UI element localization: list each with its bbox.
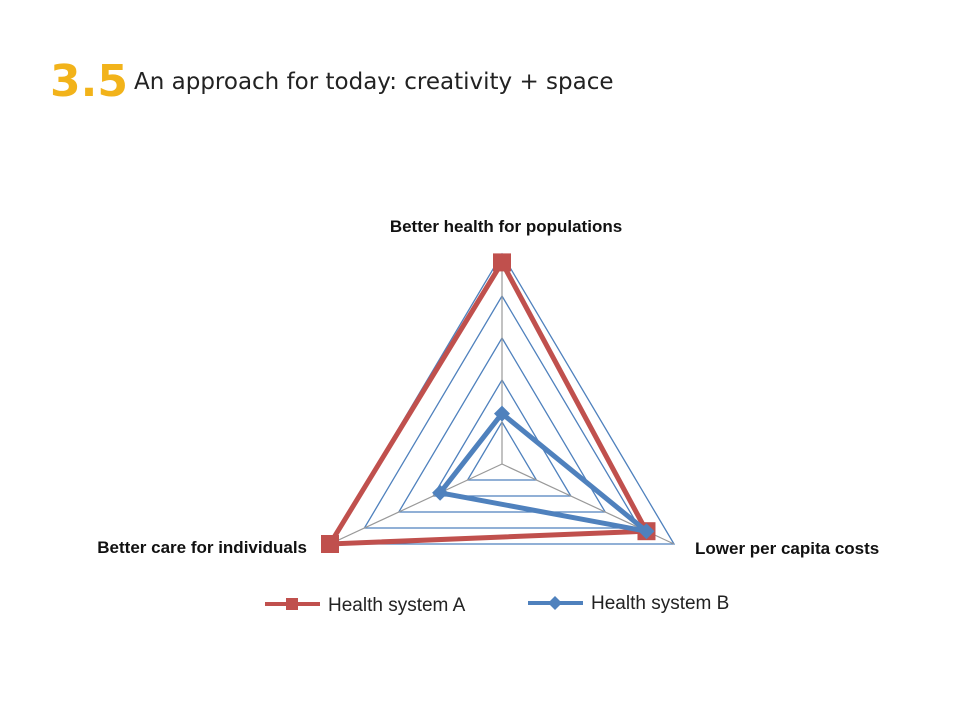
legend-label-system-b: Health system B — [591, 593, 729, 614]
series-line-system-a — [325, 257, 651, 547]
radar-series — [321, 253, 656, 553]
slide-title: An approach for today: creativity + spac… — [134, 69, 614, 95]
legend-item-system-b: Health system B — [528, 593, 729, 614]
axis-label-care: Better care for individuals — [97, 538, 307, 557]
legend-label-system-a: Health system A — [328, 595, 466, 616]
legend-marker-system-a — [286, 598, 298, 610]
grid-spoke-2 — [329, 463, 503, 545]
axis-label-health: Better health for populations — [390, 217, 622, 236]
data-point-system-b-1 — [638, 523, 655, 540]
legend-item-system-a: Health system A — [265, 595, 466, 616]
grid-ring-4 — [363, 294, 641, 529]
legend-marker-system-b — [548, 596, 562, 610]
data-point-system-a-2 — [321, 535, 339, 553]
grid-ring-3 — [397, 336, 607, 513]
slide-number: 3.5 — [50, 56, 128, 107]
data-point-system-b-2 — [432, 484, 449, 501]
data-point-system-b-0 — [494, 405, 510, 422]
radar-grid — [328, 252, 676, 545]
legend: Health system A Health system B — [265, 593, 729, 616]
grid-ring-2 — [432, 378, 572, 497]
series-line-system-b — [435, 410, 649, 534]
data-point-system-a-0 — [493, 253, 511, 272]
axis-label-costs: Lower per capita costs — [695, 539, 879, 558]
grid-ring-1 — [466, 420, 538, 481]
